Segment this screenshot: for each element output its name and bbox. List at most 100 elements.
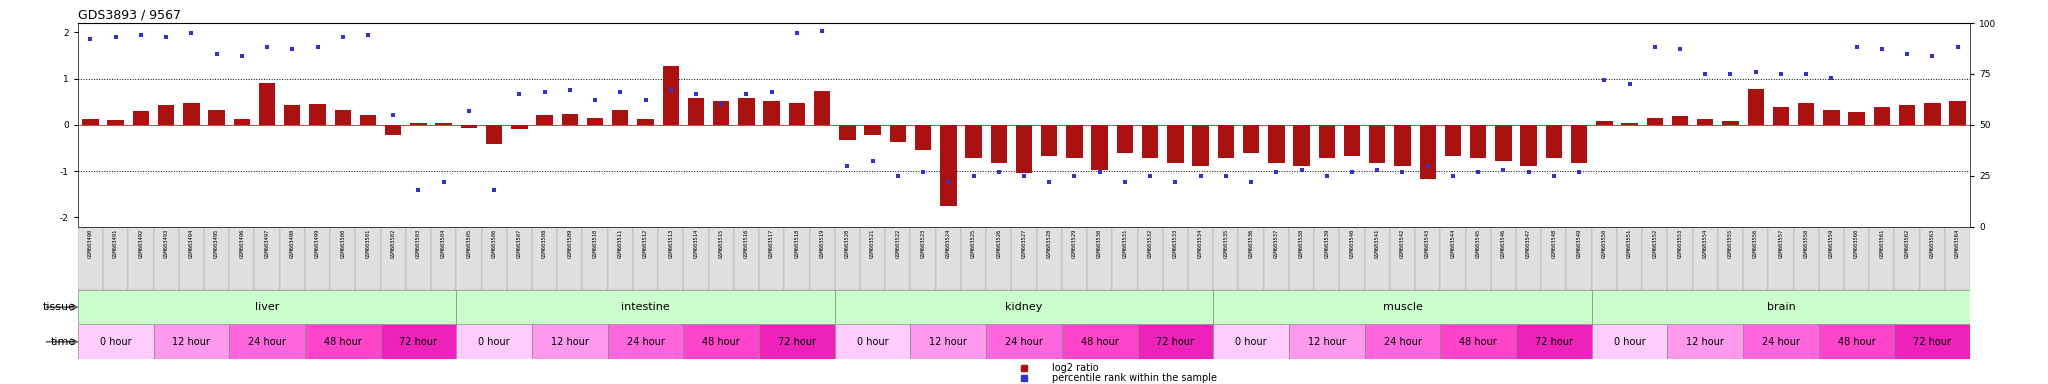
Bar bbox=[182, 103, 199, 125]
Bar bbox=[78, 324, 154, 359]
Text: GSM603510: GSM603510 bbox=[592, 228, 598, 258]
Text: GSM603530: GSM603530 bbox=[1098, 228, 1102, 258]
Text: GSM603500: GSM603500 bbox=[340, 228, 346, 258]
Bar bbox=[133, 111, 150, 125]
Text: GSM603498: GSM603498 bbox=[289, 228, 295, 258]
Bar bbox=[254, 227, 281, 290]
Text: brain: brain bbox=[1767, 302, 1796, 312]
Bar bbox=[561, 114, 578, 125]
Text: GSM603490: GSM603490 bbox=[88, 228, 92, 258]
Bar bbox=[410, 123, 426, 125]
Text: GSM603515: GSM603515 bbox=[719, 228, 723, 258]
Bar bbox=[1343, 125, 1360, 156]
Bar bbox=[1925, 103, 1942, 125]
Bar bbox=[1315, 227, 1339, 290]
Text: GSM603505: GSM603505 bbox=[467, 228, 471, 258]
Bar bbox=[512, 125, 528, 129]
Text: GSM603529: GSM603529 bbox=[1071, 228, 1077, 258]
Text: 72 hour: 72 hour bbox=[399, 337, 438, 347]
Bar bbox=[457, 227, 481, 290]
Bar bbox=[1692, 227, 1718, 290]
Bar bbox=[506, 227, 532, 290]
Text: GSM603491: GSM603491 bbox=[113, 228, 119, 258]
Text: 12 hour: 12 hour bbox=[930, 337, 967, 347]
Bar bbox=[106, 120, 123, 125]
Bar bbox=[1546, 125, 1563, 158]
Bar bbox=[1116, 125, 1133, 154]
Bar bbox=[1491, 227, 1516, 290]
Bar bbox=[1061, 227, 1087, 290]
Bar bbox=[1747, 89, 1763, 125]
Bar bbox=[1622, 123, 1638, 125]
Bar bbox=[1470, 125, 1487, 158]
Bar bbox=[1137, 324, 1212, 359]
Text: GSM603535: GSM603535 bbox=[1223, 228, 1229, 258]
Bar bbox=[356, 227, 381, 290]
Bar bbox=[334, 109, 350, 125]
Bar bbox=[664, 66, 680, 125]
Text: GSM603532: GSM603532 bbox=[1147, 228, 1153, 258]
Bar bbox=[1743, 227, 1767, 290]
Bar bbox=[1364, 324, 1440, 359]
Bar bbox=[1368, 125, 1384, 163]
Text: GSM603538: GSM603538 bbox=[1298, 228, 1305, 258]
Text: GSM603493: GSM603493 bbox=[164, 228, 168, 258]
Bar bbox=[229, 324, 305, 359]
Text: 72 hour: 72 hour bbox=[1913, 337, 1952, 347]
Bar bbox=[258, 83, 274, 125]
Text: GSM603511: GSM603511 bbox=[618, 228, 623, 258]
Text: GSM603494: GSM603494 bbox=[188, 228, 195, 258]
Text: GSM603552: GSM603552 bbox=[1653, 228, 1657, 258]
Text: 12 hour: 12 hour bbox=[172, 337, 211, 347]
Text: 24 hour: 24 hour bbox=[1384, 337, 1421, 347]
Text: GSM603563: GSM603563 bbox=[1929, 228, 1935, 258]
Bar bbox=[1743, 324, 1819, 359]
Bar bbox=[657, 227, 684, 290]
Bar bbox=[281, 227, 305, 290]
Bar bbox=[406, 227, 430, 290]
Bar bbox=[1595, 121, 1612, 125]
Bar bbox=[788, 103, 805, 125]
Text: GSM603543: GSM603543 bbox=[1425, 228, 1430, 258]
Text: GSM603561: GSM603561 bbox=[1880, 228, 1884, 258]
Bar bbox=[1239, 227, 1264, 290]
Text: GSM603520: GSM603520 bbox=[846, 228, 850, 258]
Bar bbox=[885, 227, 911, 290]
Bar bbox=[1894, 227, 1919, 290]
Bar bbox=[1671, 116, 1688, 125]
Bar bbox=[1243, 125, 1260, 154]
Bar bbox=[1495, 125, 1511, 161]
Bar bbox=[1061, 324, 1137, 359]
Text: 12 hour: 12 hour bbox=[1309, 337, 1346, 347]
Bar bbox=[840, 125, 856, 140]
Bar bbox=[809, 227, 836, 290]
Bar bbox=[1618, 227, 1642, 290]
Bar bbox=[158, 105, 174, 125]
Bar bbox=[1087, 227, 1112, 290]
Bar bbox=[1092, 125, 1108, 170]
Bar bbox=[940, 125, 956, 206]
Bar bbox=[911, 227, 936, 290]
Bar bbox=[1440, 324, 1516, 359]
Bar bbox=[78, 290, 457, 324]
Bar bbox=[178, 227, 205, 290]
Bar bbox=[1440, 227, 1466, 290]
Bar bbox=[233, 119, 250, 125]
Bar bbox=[1843, 227, 1870, 290]
Text: 12 hour: 12 hour bbox=[1686, 337, 1724, 347]
Bar bbox=[1444, 125, 1460, 156]
Text: GSM603545: GSM603545 bbox=[1477, 228, 1481, 258]
Text: GSM603536: GSM603536 bbox=[1249, 228, 1253, 258]
Text: GSM603508: GSM603508 bbox=[543, 228, 547, 258]
Bar bbox=[360, 115, 377, 125]
Text: GSM603544: GSM603544 bbox=[1450, 228, 1456, 258]
Bar bbox=[1874, 107, 1890, 125]
Text: GSM603523: GSM603523 bbox=[920, 228, 926, 258]
Text: 0 hour: 0 hour bbox=[1235, 337, 1268, 347]
Text: GSM603547: GSM603547 bbox=[1526, 228, 1532, 258]
Bar bbox=[1794, 227, 1819, 290]
Bar bbox=[1767, 227, 1794, 290]
Bar bbox=[688, 98, 705, 125]
Bar bbox=[760, 227, 784, 290]
Text: GSM603560: GSM603560 bbox=[1853, 228, 1860, 258]
